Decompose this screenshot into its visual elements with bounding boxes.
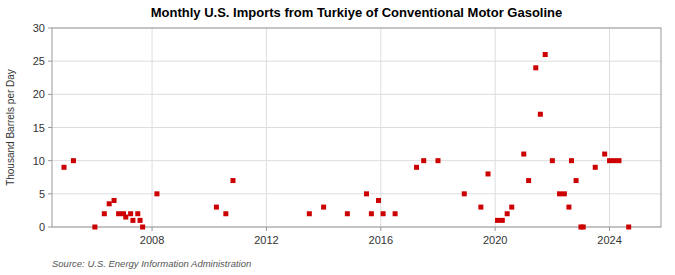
plot-background — [52, 28, 661, 227]
x-tick — [152, 227, 153, 231]
y-tick-label: 0 — [39, 221, 45, 233]
point — [421, 158, 426, 163]
y-grid-line — [52, 94, 661, 95]
y-axis-label: Thousand Barrels per Day — [5, 69, 16, 186]
point — [550, 158, 555, 163]
plot-frame — [52, 28, 661, 227]
point — [574, 178, 579, 183]
point — [538, 112, 543, 117]
point — [230, 178, 235, 183]
point — [509, 205, 514, 210]
point — [593, 165, 598, 170]
x-tick-label: 2016 — [369, 234, 393, 246]
point — [616, 158, 621, 163]
point — [414, 165, 419, 170]
y-tick — [48, 160, 52, 161]
x-tick — [495, 227, 496, 231]
point — [135, 211, 140, 216]
point — [112, 198, 117, 203]
x-tick-label: 2024 — [597, 234, 621, 246]
point — [223, 211, 228, 216]
y-tick — [48, 127, 52, 128]
point — [581, 225, 586, 230]
point — [612, 158, 617, 163]
point — [626, 225, 631, 230]
y-tick-label: 20 — [33, 88, 45, 100]
point — [607, 158, 612, 163]
point — [602, 152, 607, 157]
x-tick — [266, 227, 267, 231]
y-tick — [48, 94, 52, 95]
points — [62, 52, 632, 229]
point — [321, 205, 326, 210]
point — [214, 205, 219, 210]
point — [381, 211, 386, 216]
point — [526, 178, 531, 183]
y-tick — [48, 61, 52, 62]
x-tick-label: 2020 — [483, 234, 507, 246]
y-grid-line — [52, 193, 661, 194]
point — [533, 65, 538, 70]
chart-container: 0 5 10 15 20 25 30 2008 2012 2016 2020 2024 Monthly … — [0, 0, 675, 275]
source-annotation: Source: U.S. Energy Information Administ… — [52, 258, 251, 269]
point — [62, 165, 67, 170]
y-tick — [48, 193, 52, 194]
y-tick-label: 10 — [33, 155, 45, 167]
axes: 0 5 10 15 20 25 30 2008 2012 2016 2020 2024 — [33, 22, 622, 246]
y-tick — [48, 227, 52, 228]
y-tick-label: 15 — [33, 122, 45, 134]
point — [123, 215, 128, 220]
point — [130, 218, 135, 223]
point — [521, 152, 526, 157]
x-grid-line — [152, 28, 153, 227]
point — [107, 201, 112, 206]
point — [102, 211, 107, 216]
point — [128, 211, 133, 216]
point — [562, 191, 567, 196]
point — [140, 225, 145, 230]
point — [435, 158, 440, 163]
point — [307, 211, 312, 216]
chart-svg: 0 5 10 15 20 25 30 2008 2012 2016 2020 2024 Monthly … — [0, 0, 675, 275]
point — [543, 52, 548, 57]
x-grid-line — [609, 28, 610, 227]
x-grid-line — [266, 28, 267, 227]
point — [462, 191, 467, 196]
x-grid-line — [380, 28, 381, 227]
point — [138, 218, 143, 223]
y-grid-line — [52, 61, 661, 62]
x-tick — [609, 227, 610, 231]
point — [505, 211, 510, 216]
x-tick-label: 2012 — [254, 234, 278, 246]
y-grid-line — [52, 127, 661, 128]
point — [116, 211, 121, 216]
point — [478, 205, 483, 210]
point — [71, 158, 76, 163]
point — [495, 218, 500, 223]
point — [393, 211, 398, 216]
y-tick-label: 5 — [39, 188, 45, 200]
x-grid-line — [495, 28, 496, 227]
x-tick — [380, 227, 381, 231]
point — [369, 211, 374, 216]
point — [345, 211, 350, 216]
grid — [52, 28, 661, 227]
point — [569, 158, 574, 163]
point — [566, 205, 571, 210]
y-tick-label: 25 — [33, 55, 45, 67]
point — [364, 191, 369, 196]
y-tick — [48, 28, 52, 29]
y-tick-label: 30 — [33, 22, 45, 34]
point — [92, 225, 97, 230]
point — [376, 198, 381, 203]
x-tick-label: 2008 — [140, 234, 164, 246]
point — [557, 191, 562, 196]
point — [500, 218, 505, 223]
title: Monthly U.S. Imports from Turkiye of Con… — [151, 5, 562, 20]
point — [486, 171, 491, 176]
point — [154, 191, 159, 196]
